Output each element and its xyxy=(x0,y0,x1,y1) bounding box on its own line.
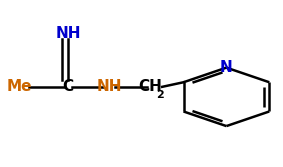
Text: Me: Me xyxy=(7,79,33,94)
Text: NH: NH xyxy=(55,26,81,41)
Text: NH: NH xyxy=(96,79,122,94)
Text: 2: 2 xyxy=(156,90,164,100)
Text: N: N xyxy=(220,60,233,75)
Text: CH: CH xyxy=(138,79,162,94)
Text: C: C xyxy=(62,79,74,94)
